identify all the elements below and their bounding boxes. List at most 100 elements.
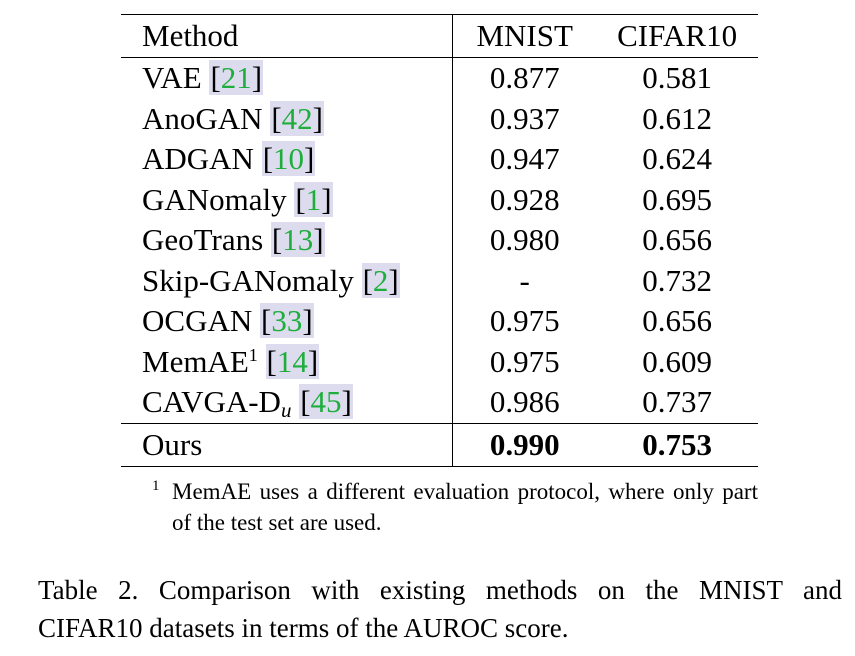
cifar-cell: 0.581 xyxy=(642,60,712,96)
header-cifar: CIFAR10 xyxy=(596,14,758,58)
citation-close-bracket: ] xyxy=(251,60,263,96)
citation-close-bracket: ] xyxy=(321,181,332,217)
citation-open-bracket: [ xyxy=(295,181,306,217)
citation-link[interactable]: [13] xyxy=(270,222,325,258)
method-name: AnoGAN xyxy=(142,100,263,136)
table-caption: Table 2. Comparison with existing method… xyxy=(38,571,842,647)
table-body: VAE [21] 0.877 0.581 AnoGAN [42] 0.937 0.612 A… xyxy=(121,57,758,423)
cifar-cell: 0.609 xyxy=(642,343,712,379)
citation-number: 13 xyxy=(282,222,314,258)
citation-link[interactable]: [14] xyxy=(265,343,320,379)
mnist-cell: 0.937 xyxy=(489,100,560,136)
citation-link[interactable]: [33] xyxy=(259,303,314,339)
mnist-cell: - xyxy=(519,262,530,298)
citation-link[interactable]: [21] xyxy=(209,60,264,96)
citation-link[interactable]: [2] xyxy=(361,262,400,298)
table-row: VAE [21] 0.877 0.581 xyxy=(121,57,758,99)
footnote-mark: 1 xyxy=(152,478,160,494)
citation-link[interactable]: [10] xyxy=(261,141,316,177)
citation-open-bracket: [ xyxy=(300,384,311,420)
citation-number: 1 xyxy=(305,181,322,217)
citation-number: 14 xyxy=(276,343,308,379)
method-name: Skip-GANomaly xyxy=(142,262,354,298)
method-cell: AnoGAN [42] xyxy=(121,98,454,139)
citation-number: 2 xyxy=(372,262,389,298)
citation-close-bracket: ] xyxy=(313,222,324,258)
citation-open-bracket: [ xyxy=(266,343,277,379)
citation-open-bracket: [ xyxy=(262,141,274,177)
method-name: VAE xyxy=(142,60,202,96)
results-table-container: Method MNIST CIFAR10 VAE [21] 0.877 0.581 A… xyxy=(121,14,758,467)
footnote-reference-mark: 1 xyxy=(248,344,258,365)
method-subscript: u xyxy=(280,398,292,423)
mnist-cell: 0.975 xyxy=(489,303,560,339)
mnist-cell: 0.986 xyxy=(489,384,560,420)
citation-open-bracket: [ xyxy=(271,100,282,136)
citation-link[interactable]: [45] xyxy=(299,384,353,420)
footnote-text: MemAE uses a different evaluation protoc… xyxy=(172,479,758,535)
results-table: Method MNIST CIFAR10 VAE [21] 0.877 0.581 A… xyxy=(121,14,758,467)
mnist-cell: 0.947 xyxy=(489,141,560,177)
method-cell: Skip-GANomaly [2] xyxy=(121,260,454,301)
header-method: Method xyxy=(121,14,454,58)
method-name: GANomaly xyxy=(142,181,287,217)
cifar-cell: 0.656 xyxy=(642,222,712,258)
citation-close-bracket: ] xyxy=(304,141,315,177)
citation-open-bracket: [ xyxy=(362,262,373,298)
table-header-row: Method MNIST CIFAR10 xyxy=(121,14,758,58)
citation-number: 42 xyxy=(281,100,313,136)
method-cell: MemAE1 [14] xyxy=(121,341,454,382)
cifar-cell: 0.737 xyxy=(642,384,712,420)
table-row: GeoTrans [13] 0.980 0.656 xyxy=(121,220,758,261)
method-name: OCGAN xyxy=(142,303,253,339)
mnist-cell: 0.980 xyxy=(489,222,560,258)
citation-close-bracket: ] xyxy=(307,343,319,379)
cifar-cell: 0.732 xyxy=(642,262,712,298)
citation-close-bracket: ] xyxy=(312,100,323,136)
mnist-cell-ours: 0.990 xyxy=(452,422,597,467)
citation-number: 45 xyxy=(310,384,342,420)
caption-line-2: CIFAR10 datasets in terms of the AUROC s… xyxy=(38,613,569,643)
table-row: GANomaly [1] 0.928 0.695 xyxy=(121,179,758,220)
cifar-cell: 0.612 xyxy=(642,100,712,136)
table-row: ADGAN [10] 0.947 0.624 xyxy=(121,139,758,180)
citation-close-bracket: ] xyxy=(388,262,399,298)
method-cell: GeoTrans [13] xyxy=(121,220,454,261)
method-cell-ours: Ours xyxy=(121,422,454,467)
mnist-cell: 0.928 xyxy=(489,181,560,217)
method-name: GeoTrans xyxy=(142,222,264,258)
citation-number: 33 xyxy=(271,303,303,339)
table-row: OCGAN [33] 0.975 0.656 xyxy=(121,301,758,342)
method-name: CAVGA-D xyxy=(142,384,281,420)
citation-link[interactable]: [42] xyxy=(270,100,324,136)
method-cell: ADGAN [10] xyxy=(121,139,454,180)
mnist-cell: 0.877 xyxy=(489,60,560,96)
table-row: Skip-GANomaly [2] - 0.732 xyxy=(121,260,758,301)
citation-close-bracket: ] xyxy=(341,384,352,420)
table-row: CAVGA-Du [45] 0.986 0.737 xyxy=(121,382,758,423)
cifar-cell: 0.656 xyxy=(642,303,712,339)
method-name: ADGAN xyxy=(142,141,254,177)
method-name: MemAE xyxy=(142,343,249,379)
header-mnist: MNIST xyxy=(452,14,597,58)
citation-open-bracket: [ xyxy=(271,222,283,258)
citation-open-bracket: [ xyxy=(260,303,272,339)
citation-number: 21 xyxy=(220,60,252,96)
table-row: AnoGAN [42] 0.937 0.612 xyxy=(121,98,758,139)
citation-number: 10 xyxy=(273,141,305,177)
method-cell: CAVGA-Du [45] xyxy=(121,382,454,423)
method-cell: GANomaly [1] xyxy=(121,179,454,220)
method-cell: VAE [21] xyxy=(121,57,454,99)
method-cell: OCGAN [33] xyxy=(121,301,454,342)
citation-link[interactable]: [1] xyxy=(294,181,333,217)
caption-line-1: Table 2. Comparison with existing method… xyxy=(38,575,842,605)
table-footnote: 1 MemAE uses a different evaluation prot… xyxy=(141,476,758,538)
cifar-cell: 0.624 xyxy=(642,141,712,177)
mnist-cell: 0.975 xyxy=(489,343,560,379)
cifar-cell: 0.695 xyxy=(642,181,712,217)
table-row-ours: Ours 0.990 0.753 xyxy=(121,422,758,467)
citation-open-bracket: [ xyxy=(210,60,221,96)
table-row: MemAE1 [14] 0.975 0.609 xyxy=(121,341,758,382)
citation-close-bracket: ] xyxy=(302,303,313,339)
cifar-cell-ours: 0.753 xyxy=(596,422,758,467)
